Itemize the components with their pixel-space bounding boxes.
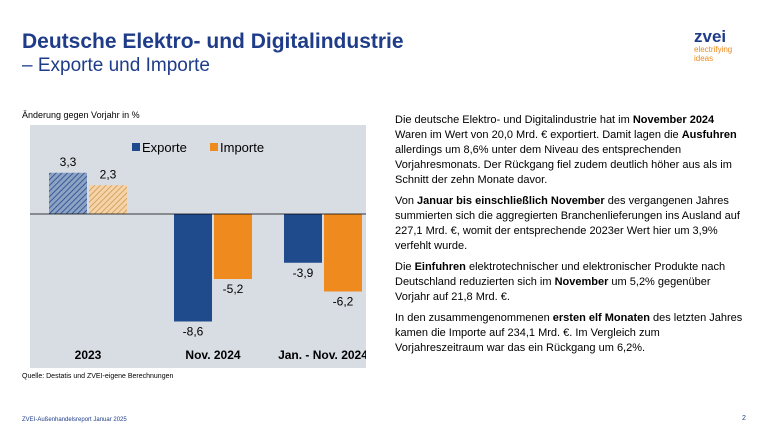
bar-importe-2 [214, 214, 252, 279]
data-label-exporte-2: -8,6 [183, 325, 204, 339]
legend-label-exporte: Exporte [142, 140, 187, 155]
source-note: Quelle: Destatis und ZVEI-eigene Berechn… [22, 373, 174, 380]
legend-swatch-importe [210, 143, 218, 151]
bold-text: ersten elf Monaten [552, 312, 650, 324]
page-number: 2 [742, 415, 746, 422]
paragraph-1: Die deutsche Elektro- und Digitalindustr… [395, 113, 745, 188]
text-run: um 5,2% gegenüber Vorjahr auf 21,8 Mrd. … [395, 276, 711, 303]
text-run: In den zusammengenommenen [395, 312, 553, 324]
page-title: Deutsche Elektro- und Digitalindustrie –… [22, 30, 404, 78]
logo-wordmark: zvei [694, 27, 727, 46]
bar-exporte-3 [284, 214, 322, 263]
text-run: elektrotechnischer und elektronischer Pr… [395, 261, 726, 288]
chart-area: 3,3 2,3 2023 -8,6 -5,2 Nov. 2024 -3,9 -6,2 Jan. … [30, 125, 366, 368]
zvei-logo: zvei electrifying ideas [694, 28, 754, 63]
data-label-importe-3: -6,2 [333, 295, 354, 309]
text-run: Die [395, 261, 415, 273]
bold-text: Ausfuhren [681, 129, 737, 141]
data-label-exporte-3: -3,9 [293, 266, 314, 280]
commentary-text: Die deutsche Elektro- und Digitalindustr… [395, 113, 745, 362]
legend-swatch-exporte [132, 143, 140, 151]
text-run: allerdings um 8,6% unter dem Niveau des … [395, 144, 732, 186]
logo-tagline-1: electrifying [694, 45, 733, 54]
title-line-1: Deutsche Elektro- und Digitalindustrie [22, 30, 404, 53]
category-label-3: Jan. - Nov. 2024 [278, 348, 366, 362]
text-run: des vergangenen Jahres summierten sich d… [395, 195, 740, 252]
bar-exporte-1 [49, 172, 87, 214]
paragraph-3: Die Einfuhren elektrotechnischer und ele… [395, 260, 745, 305]
category-label-1: 2023 [75, 348, 102, 362]
paragraph-2: Von Januar bis einschließlich November d… [395, 194, 745, 254]
paragraph-4: In den zusammengenommenen ersten elf Mon… [395, 311, 745, 356]
bold-text: Januar bis einschließlich November [417, 195, 605, 207]
bold-text: November [554, 276, 609, 288]
logo-tagline-2: ideas [694, 54, 714, 63]
legend-label-importe: Importe [220, 140, 264, 155]
chart-y-label: Änderung gegen Vorjahr in % [22, 110, 140, 120]
data-label-importe-2: -5,2 [223, 282, 244, 296]
bold-text: Einfuhren [414, 261, 466, 273]
data-label-importe-1: 2,3 [100, 167, 117, 181]
category-label-2: Nov. 2024 [185, 348, 240, 362]
text-run: Die deutsche Elektro- und Digitalindustr… [395, 114, 633, 126]
title-line-2: – Exporte und Importe [22, 55, 210, 76]
bar-exporte-2 [174, 214, 212, 322]
bold-text: November 2024 [632, 114, 715, 126]
bar-chart: 3,3 2,3 2023 -8,6 -5,2 Nov. 2024 -3,9 -6,2 Jan. … [30, 140, 366, 362]
text-run: Von [395, 195, 418, 207]
text-run: des letzten Jahres kamen die Importe auf… [395, 312, 743, 354]
bar-importe-1 [89, 185, 127, 214]
bar-importe-3 [324, 214, 362, 292]
text-run: Waren im Wert von 20,0 Mrd. € exportiert… [395, 129, 682, 141]
data-label-exporte-1: 3,3 [60, 155, 77, 169]
footer-text: ZVEI-Außenhandelsreport Januar 2025 [22, 417, 127, 423]
